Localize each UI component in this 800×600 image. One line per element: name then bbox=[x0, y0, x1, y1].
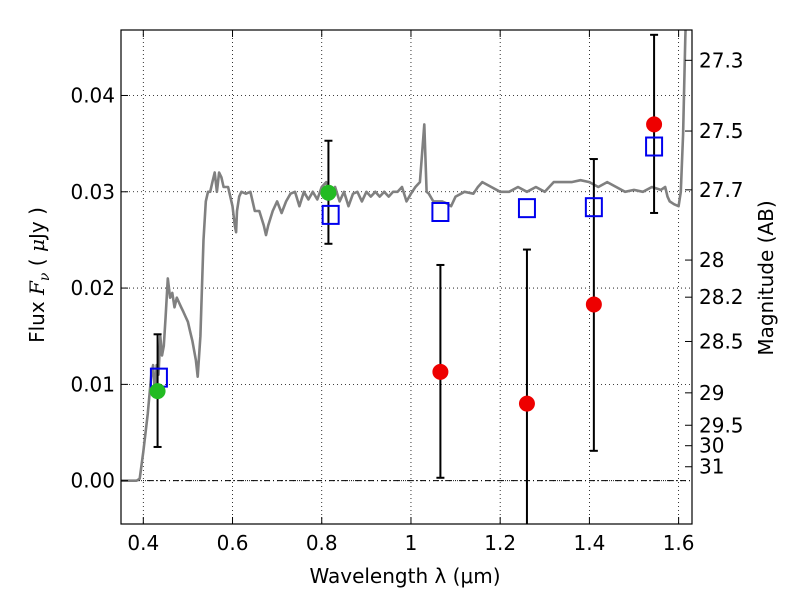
grid-lines bbox=[121, 30, 692, 524]
model-flux-square bbox=[584, 197, 603, 218]
y-tick-label: 0.03 bbox=[70, 180, 115, 204]
photometry-point bbox=[432, 363, 449, 380]
model-flux-square bbox=[645, 136, 664, 157]
y2-tick-label: 27.3 bbox=[699, 48, 744, 72]
x-tick-label: 1.4 bbox=[573, 531, 605, 555]
model-flux-square bbox=[517, 198, 536, 219]
y-axis-title-paren: ( bbox=[25, 252, 49, 273]
y-tick-label: 0.04 bbox=[70, 83, 115, 107]
axis-ticks: 0.4 0.6 0.8 1 1.2 1.4 1.6 0.00 0.01 0.02 0.03 0.04 2… bbox=[70, 30, 744, 555]
y-tick-label: 0.01 bbox=[70, 372, 115, 396]
y2-tick-label: 29 bbox=[699, 381, 724, 405]
y2-tick-label: 28.5 bbox=[699, 329, 744, 353]
y-axis-title-symbol: F bbox=[25, 280, 49, 296]
x-axis-title: Wavelength λ (μm) bbox=[309, 564, 500, 588]
x-tick-label: 1.2 bbox=[484, 531, 516, 555]
y-axis-title-mu: μ bbox=[25, 239, 49, 252]
x-tick-label: 0.4 bbox=[127, 531, 159, 555]
y2-tick-label: 30 bbox=[699, 434, 724, 458]
detection-point bbox=[149, 383, 166, 400]
y-axis-title-unit: Jy ) bbox=[25, 207, 49, 241]
plot-frame bbox=[120, 29, 693, 525]
plot-series bbox=[121, 30, 687, 524]
x-tick-label: 1.6 bbox=[663, 531, 695, 555]
model-flux-square bbox=[431, 202, 450, 222]
y2-tick-label: 31 bbox=[699, 455, 724, 479]
y-tick-label: 0.02 bbox=[70, 276, 115, 300]
x-tick-label: 1 bbox=[405, 531, 418, 555]
detection-point bbox=[320, 184, 337, 201]
x-tick-label: 0.6 bbox=[217, 531, 249, 555]
plot-area bbox=[121, 30, 687, 524]
y2-tick-label: 29.5 bbox=[699, 413, 744, 437]
y-tick-label: 0.00 bbox=[70, 469, 115, 493]
y2-tick-label: 27.7 bbox=[699, 178, 744, 202]
photometry-point bbox=[646, 116, 663, 133]
photometry-point bbox=[518, 395, 535, 412]
y-axis-title: Flux Fν ( μJy ) bbox=[25, 207, 53, 343]
y2-tick-label: 28.2 bbox=[699, 285, 744, 309]
x-tick-label: 0.8 bbox=[306, 531, 338, 555]
photometry-point bbox=[585, 296, 602, 313]
y-axis-title-prefix: Flux bbox=[25, 295, 49, 343]
y2-tick-label: 28 bbox=[699, 248, 724, 272]
model-spectrum-line bbox=[121, 30, 687, 482]
y2-tick-label: 27.5 bbox=[699, 119, 744, 143]
y2-axis-title: Magnitude (AB) bbox=[754, 200, 778, 355]
y-axis-title-subscript: ν bbox=[37, 272, 53, 281]
model-flux-square bbox=[321, 204, 340, 225]
